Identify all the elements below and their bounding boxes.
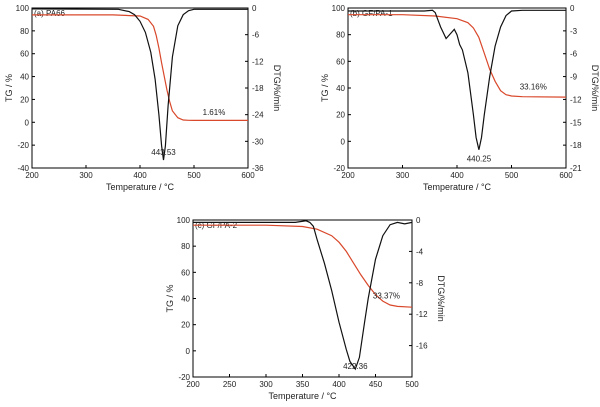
y-tick-label: -20 (17, 141, 29, 150)
y2-tick-label: -12 (252, 57, 264, 66)
x-tick-label: 500 (405, 380, 419, 389)
y2-tick-label: -30 (252, 137, 264, 146)
y-tick-label: 0 (341, 137, 346, 146)
y2-tick-label: -18 (570, 141, 582, 150)
y-tick-label: 20 (20, 95, 29, 104)
y2-tick-label: -6 (570, 50, 578, 59)
y-axis-title: TG / % (165, 284, 175, 312)
annotation-label: 33.37% (373, 292, 400, 301)
y-tick-label: 100 (16, 4, 30, 13)
panel-1: 200 300 400 500 600100806040200-20-400-6-12-… (4, 4, 282, 192)
x-axis-title: Temperature / °C (423, 182, 492, 192)
annotation-label: 440.25 (467, 154, 492, 163)
y2-tick-label: -4 (416, 247, 424, 256)
y-tick-label: 60 (20, 50, 29, 59)
dtg-curve (31, 8, 248, 161)
x-tick-label: 200 (25, 171, 39, 180)
y-tick-label: 60 (336, 57, 345, 66)
x-tick-label: 500 (187, 171, 201, 180)
y-axis-title: TG / % (4, 74, 14, 102)
y-tick-label: 40 (20, 73, 29, 82)
x-tick-label: 400 (332, 380, 346, 389)
tg-curve (348, 14, 567, 98)
x-tick-label: 500 (505, 171, 519, 180)
y2-tick-label: -12 (416, 310, 428, 319)
x-axis-title: Temperature / °C (268, 391, 337, 401)
x-tick-label: 300 (79, 171, 93, 180)
panel-2: 200 300 400 500 600100806040200-200-3-6-9-12… (320, 4, 600, 192)
y-tick-label: 80 (336, 31, 345, 40)
y2-axis-title: DTG/%/min (272, 65, 282, 112)
x-tick-label: 600 (559, 171, 573, 180)
y2-tick-label: -15 (570, 118, 582, 127)
y-tick-label: 80 (20, 27, 29, 36)
y-tick-label: 80 (181, 242, 190, 251)
x-tick-label: 300 (396, 171, 410, 180)
y2-tick-label: -24 (252, 111, 264, 120)
y-tick-label: 60 (181, 268, 190, 277)
y2-tick-label: -36 (252, 164, 264, 173)
panel-3: 200 250 300 350 400 450 500100806040200-200-4-… (165, 216, 446, 401)
y-tick-label: -40 (17, 164, 29, 173)
x-tick-label: 200 (186, 380, 200, 389)
y-tick-label: 0 (25, 118, 30, 127)
panel-title: (b) GF/PA-1 (350, 9, 393, 18)
y2-tick-label: -18 (252, 84, 264, 93)
x-tick-label: 400 (450, 171, 464, 180)
y2-tick-label: -9 (570, 73, 578, 82)
x-tick-label: 450 (369, 380, 383, 389)
annotation-label: 443.53 (151, 148, 176, 157)
x-tick-label: 600 (241, 171, 255, 180)
y-tick-label: 40 (336, 84, 345, 93)
annotation-label: 33.16% (520, 82, 547, 91)
x-tick-label: 350 (296, 380, 310, 389)
dtg-curve (193, 220, 413, 371)
y2-tick-label: -12 (570, 95, 582, 104)
y-tick-label: 100 (332, 4, 346, 13)
annotation-label: 1.61% (203, 108, 226, 117)
tg-curve (193, 224, 413, 308)
y2-tick-label: -6 (252, 31, 260, 40)
y2-tick-label: 0 (416, 216, 421, 225)
y2-tick-label: -21 (570, 164, 582, 173)
y-tick-label: 100 (177, 216, 191, 225)
y-axis-title: TG / % (320, 74, 330, 102)
y-tick-label: 0 (186, 347, 191, 356)
dtg-curve (348, 9, 566, 150)
x-tick-label: 250 (223, 380, 237, 389)
plot-frame (31, 7, 249, 169)
y2-tick-label: -8 (416, 279, 424, 288)
y-tick-label: -20 (178, 373, 190, 382)
y2-tick-label: 0 (570, 4, 575, 13)
x-axis-title: Temperature / °C (106, 182, 175, 192)
y2-tick-label: -16 (416, 342, 428, 351)
y-tick-label: 20 (181, 321, 190, 330)
x-tick-label: 200 (341, 171, 355, 180)
y-tick-label: 20 (336, 111, 345, 120)
x-tick-label: 300 (259, 380, 273, 389)
y-tick-label: 40 (181, 295, 190, 304)
y-tick-label: -20 (333, 164, 345, 173)
y2-tick-label: -3 (570, 27, 578, 36)
panel-title: (a) PA66 (34, 9, 66, 18)
y2-axis-title: DTG/%/min (436, 275, 446, 322)
y2-axis-title: DTG/%/min (590, 65, 600, 112)
y2-tick-label: 0 (252, 4, 257, 13)
tg-curve (32, 14, 248, 122)
annotation-label: 422.36 (343, 362, 368, 371)
x-tick-label: 400 (133, 171, 147, 180)
